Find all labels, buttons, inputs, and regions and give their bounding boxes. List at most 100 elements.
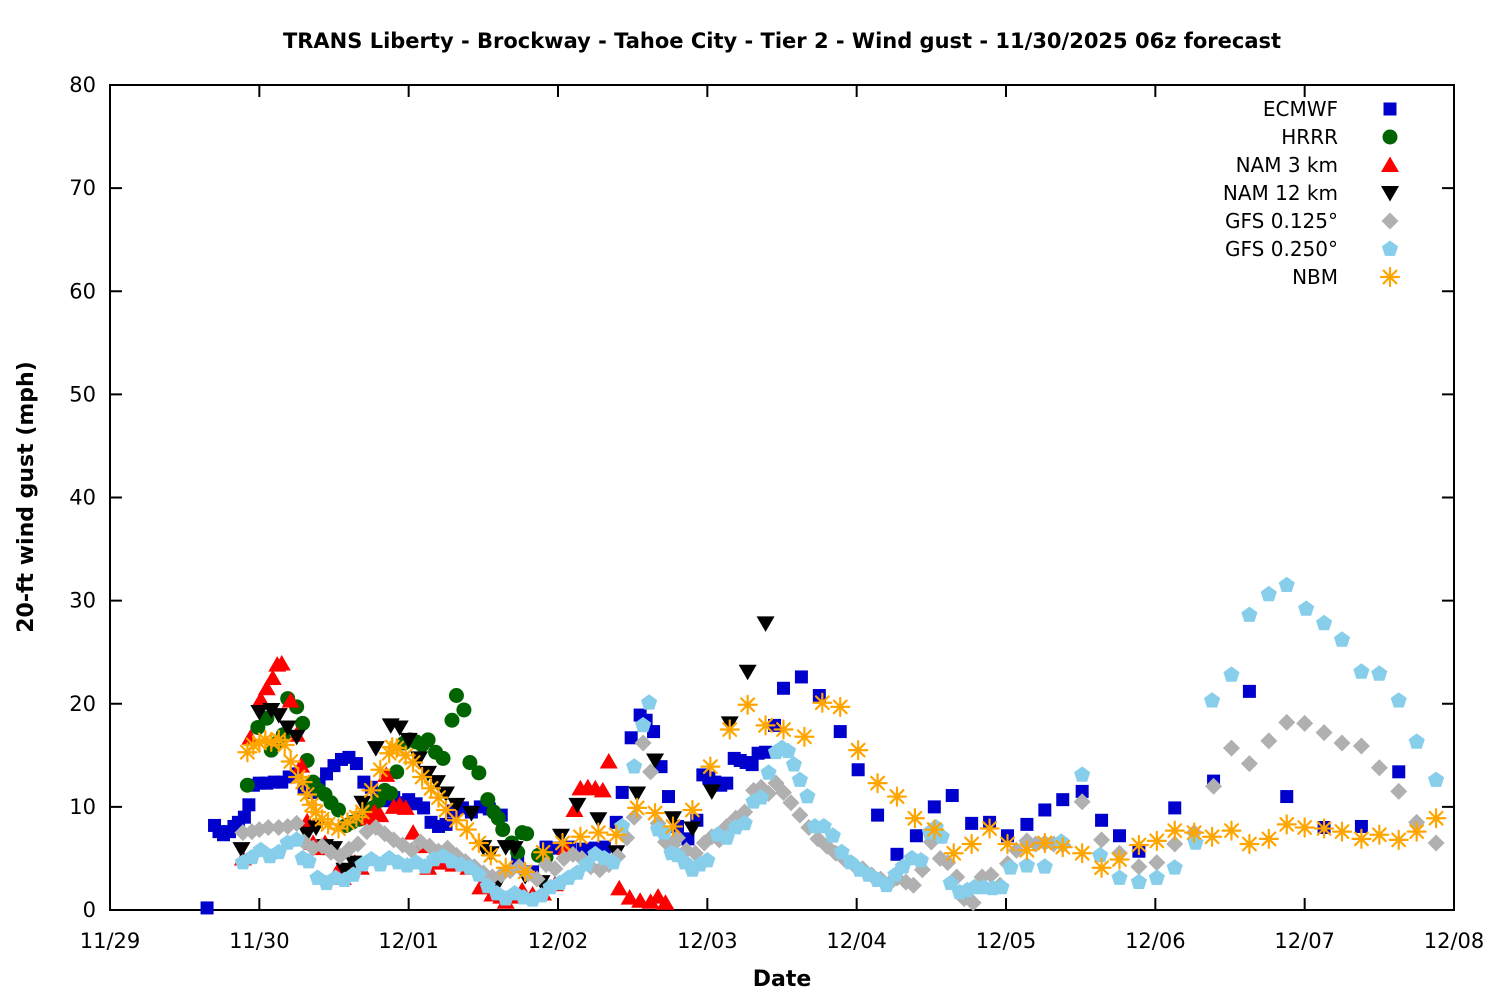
point-nam-12-km — [447, 797, 466, 814]
point-gfs-0-125 — [1427, 834, 1445, 852]
point-nam-12-km — [390, 720, 409, 736]
point-gfs-0-125 — [1370, 759, 1388, 777]
point-nbm — [830, 696, 851, 717]
point-ecmwf — [851, 763, 865, 777]
point-nbm — [412, 766, 433, 788]
point-gfs-0-125 — [939, 854, 957, 872]
point-gfs-0-125 — [288, 814, 306, 832]
legend-label-nbm: NBM — [1292, 265, 1338, 289]
point-nam-12-km — [278, 720, 297, 736]
point-gfs-0-125 — [1148, 854, 1166, 872]
y-tick-label: 20 — [69, 692, 96, 716]
y-tick-label: 10 — [69, 795, 96, 819]
point-nbm — [1331, 821, 1353, 842]
point-ecmwf — [662, 790, 676, 804]
point-nbm — [961, 833, 982, 855]
point-gfs-0-125 — [528, 870, 546, 888]
point-nbm — [1294, 817, 1315, 838]
point-nbm — [446, 810, 467, 831]
point-nam-3-km — [404, 824, 423, 840]
point-gfs-0-250 — [791, 771, 808, 787]
point-hrrr — [495, 822, 511, 838]
point-nam-3-km — [263, 669, 282, 685]
point-gfs-0-250 — [1390, 692, 1407, 708]
point-ecmwf — [1075, 784, 1089, 798]
point-gfs-0-250 — [626, 758, 643, 774]
point-hrrr — [295, 715, 311, 731]
point-nbm — [243, 734, 264, 756]
point-nam-3-km — [241, 729, 260, 745]
point-ecmwf — [1112, 829, 1126, 843]
point-ecmwf — [237, 810, 251, 824]
point-nbm — [1221, 820, 1242, 841]
y-tick-label: 60 — [69, 279, 96, 303]
point-gfs-0-250 — [993, 878, 1010, 895]
point-nbm — [352, 801, 373, 823]
point-gfs-0-250 — [605, 854, 622, 870]
point-gfs-0-250 — [1241, 606, 1258, 622]
point-gfs-0-250 — [833, 843, 850, 860]
legend-label-gfs-0-250: GFS 0.250° — [1225, 237, 1338, 261]
point-hrrr — [490, 810, 506, 826]
point-hrrr — [448, 688, 464, 703]
point-nbm — [794, 726, 815, 747]
point-gfs-0-250 — [1204, 692, 1221, 708]
point-ecmwf — [945, 789, 959, 803]
point-nbm — [773, 719, 794, 740]
point-ecmwf — [1095, 813, 1109, 827]
point-gfs-0-125 — [642, 763, 660, 781]
point-gfs-0-250 — [785, 756, 802, 772]
point-nam-3-km — [593, 781, 612, 798]
x-tick-label: 12/05 — [976, 929, 1037, 953]
legend: ECMWF HRRR NAM 3 km NAM 12 km GFS 0.125° GFS … — [1223, 97, 1401, 289]
point-gfs-0-250 — [779, 742, 797, 759]
point-nam-3-km — [565, 801, 584, 817]
point-hrrr — [456, 702, 472, 718]
y-axis-label: 20-ft wind gust (mph) — [14, 361, 39, 633]
point-gfs-0-125 — [1240, 755, 1258, 773]
point-nbm — [848, 740, 869, 761]
point-gfs-0-250 — [824, 827, 841, 843]
point-gfs-0-250 — [1428, 771, 1445, 787]
point-nam-12-km — [335, 862, 354, 879]
point-nbm — [552, 832, 573, 854]
point-gfs-0-250 — [1092, 846, 1109, 863]
point-nam-12-km — [419, 765, 438, 782]
point-ecmwf — [890, 847, 904, 861]
x-tick-label: 12/04 — [826, 929, 887, 953]
point-gfs-0-250 — [1148, 869, 1165, 885]
point-nam-12-km — [232, 842, 251, 858]
point-gfs-0-125 — [1130, 858, 1148, 876]
point-gfs-0-250 — [1130, 873, 1147, 889]
point-nam-12-km — [269, 708, 288, 724]
point-gfs-0-125 — [1315, 724, 1333, 742]
point-hrrr — [420, 732, 436, 748]
point-gfs-0-250 — [1408, 733, 1425, 749]
y-tick-label: 70 — [69, 176, 96, 200]
point-ecmwf — [794, 670, 808, 684]
point-gfs-0-125 — [1333, 734, 1351, 752]
point-nbm — [943, 843, 964, 864]
point-nbm — [456, 819, 478, 840]
point-gfs-0-125 — [634, 734, 652, 752]
point-nbm — [867, 773, 888, 794]
point-nbm — [317, 814, 339, 835]
point-gfs-0-250 — [815, 818, 832, 834]
point-nbm — [1351, 828, 1372, 849]
y-tick-label: 80 — [69, 73, 96, 97]
point-nbm — [904, 808, 926, 829]
point-ecmwf — [624, 731, 638, 745]
point-nbm — [1164, 820, 1185, 841]
point-gfs-0-250 — [1074, 766, 1091, 782]
point-nbm — [719, 719, 740, 740]
point-ecmwf — [1280, 790, 1294, 804]
point-nbm — [249, 732, 270, 754]
point-nbm — [337, 812, 358, 833]
point-ecmwf — [720, 776, 734, 790]
point-gfs-0-125 — [625, 808, 643, 826]
point-nbm — [1184, 822, 1205, 843]
point-ecmwf — [417, 801, 431, 815]
point-nbm — [1146, 830, 1167, 852]
point-nbm — [468, 832, 489, 854]
